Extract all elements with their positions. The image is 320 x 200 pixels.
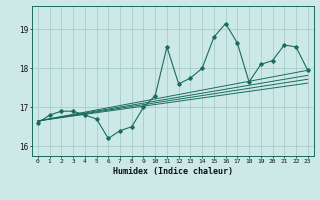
X-axis label: Humidex (Indice chaleur): Humidex (Indice chaleur) (113, 167, 233, 176)
